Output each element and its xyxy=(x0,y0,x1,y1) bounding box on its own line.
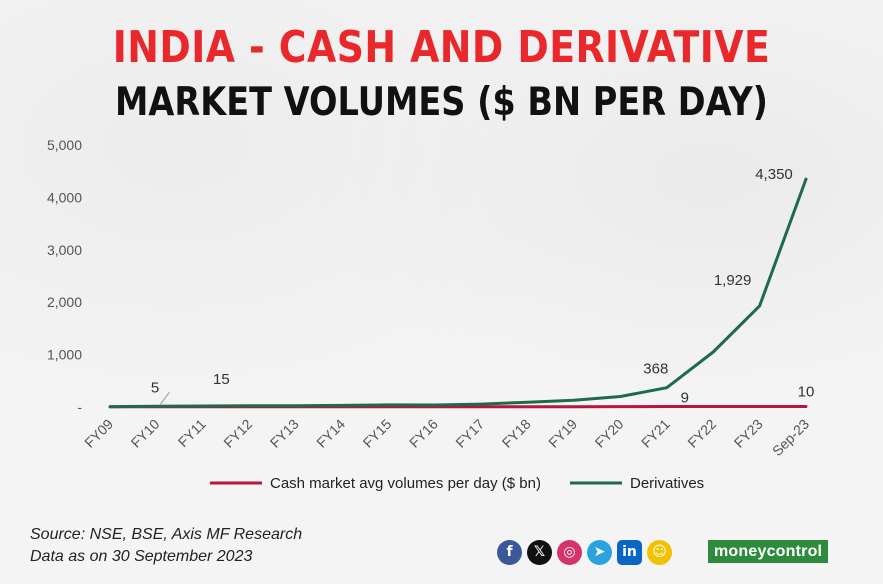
x-tick-label: FY11 xyxy=(175,416,209,450)
derivatives-series-line xyxy=(108,177,808,409)
y-tick-label: 2,000 xyxy=(47,294,82,310)
x-tick-label: FY21 xyxy=(638,416,673,451)
y-tick-label: - xyxy=(77,399,82,415)
data-label: 1,929 xyxy=(714,272,752,289)
chart-title-line1: INDIA - CASH AND DERIVATIVE xyxy=(112,22,771,73)
x-tick-label: FY14 xyxy=(313,416,348,451)
y-tick-label: 3,000 xyxy=(47,242,82,258)
data-label: 10 xyxy=(798,383,815,400)
moneycontrol-logo: moneycontrol xyxy=(708,540,829,563)
x-tick-label: FY13 xyxy=(267,416,302,451)
social-icons: f 𝕏 ◎ ➤ in ☺ xyxy=(497,539,672,565)
y-tick-label: 4,000 xyxy=(47,189,82,205)
y-tick-label: 1,000 xyxy=(47,347,82,363)
facebook-icon[interactable]: f xyxy=(497,539,522,565)
snapchat-icon[interactable]: ☺ xyxy=(647,539,672,565)
data-label: 368 xyxy=(643,361,668,378)
data-label: 5 xyxy=(151,380,159,397)
legend-label-derivatives: Derivatives xyxy=(630,475,704,492)
linkedin-icon[interactable]: in xyxy=(617,539,642,565)
data-date-text: Data as on 30 September 2023 xyxy=(30,548,253,565)
source-note: Source: NSE, BSE, Axis MF Research Data … xyxy=(30,524,302,568)
x-tick-label: FY15 xyxy=(360,416,395,451)
x-tick-label: FY19 xyxy=(545,416,580,451)
chart-title-line2: MARKET VOLUMES ($ BN PER DAY) xyxy=(115,80,768,125)
x-tick-label: FY09 xyxy=(81,416,116,451)
source-text: Source: NSE, BSE, Axis MF Research xyxy=(30,526,303,543)
y-tick-label: 5,000 xyxy=(47,137,82,153)
data-label: 4,350 xyxy=(755,166,793,183)
x-tick-label: FY20 xyxy=(592,416,627,451)
telegram-icon[interactable]: ➤ xyxy=(587,539,612,565)
x-tick-label: FY12 xyxy=(220,416,255,451)
data-label: 15 xyxy=(213,371,230,388)
x-tick-label: FY10 xyxy=(128,416,163,451)
x-tick-label: FY22 xyxy=(684,416,719,451)
instagram-icon[interactable]: ◎ xyxy=(557,539,582,565)
x-icon[interactable]: 𝕏 xyxy=(527,539,552,565)
x-tick-label: Sep-23 xyxy=(769,416,812,459)
x-tick-label: FY18 xyxy=(499,416,534,451)
x-tick-label: FY23 xyxy=(731,416,766,451)
data-label: 9 xyxy=(681,390,689,407)
data-label-leader-line xyxy=(159,391,170,405)
x-tick-label: FY17 xyxy=(452,416,487,451)
legend-label-cash: Cash market avg volumes per day ($ bn) xyxy=(270,475,541,492)
x-tick-label: FY16 xyxy=(406,416,441,451)
